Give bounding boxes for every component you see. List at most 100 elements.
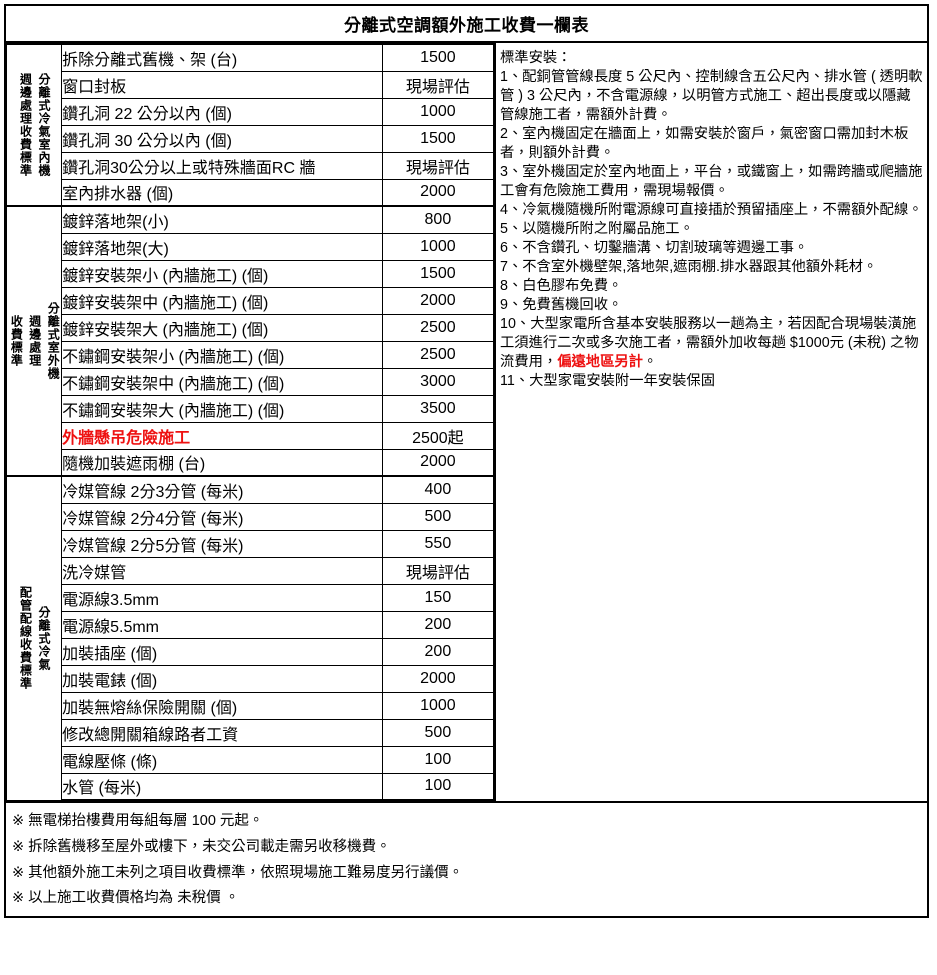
- item-name: 冷媒管線 2分3分管 (每米): [62, 483, 244, 501]
- table-row: 水管 (每米) 100: [7, 772, 495, 801]
- footer-line-3: ※ 其他額外施工未列之項目收費標準，依照現場施工難易度另行議價。: [12, 864, 464, 881]
- item-name-cell: 鑽孔洞 30 公分以內 (個): [61, 124, 383, 153]
- sheet-title-bar: 分離式空調額外施工收費一欄表: [6, 6, 927, 43]
- item-price-cell: 100: [381, 745, 495, 774]
- item-price-cell: 500: [381, 718, 495, 747]
- vertical-label-text: 分離式冷氣: [36, 605, 51, 671]
- item-name: 外牆懸吊危險施工: [62, 429, 191, 447]
- item-price: 2000: [420, 291, 456, 309]
- item-name: 不鏽鋼安裝架小 (內牆施工) (個): [62, 348, 285, 366]
- table-row: 分離式冷氣 配管配線收費標準 冷媒管線 2分3分管 (每米) 400: [5, 475, 495, 801]
- item-price: 1000: [420, 102, 456, 120]
- note-item-2: 2、室內機固定在牆面上，如需安裝於窗戶，氣密窗口需加封木板者，則額外計費。: [500, 126, 909, 161]
- item-name-cell: 加裝電錶 (個): [61, 664, 383, 693]
- item-name: 鍍鋅落地架(大): [62, 240, 169, 258]
- item-name: 不鏽鋼安裝架大 (內牆施工) (個): [62, 402, 285, 420]
- item-name-cell: 鍍鋅安裝架中 (內牆施工) (個): [61, 286, 383, 315]
- section-vertical-label-1: 分離式冷氣室內機 週邊處理收費標準: [5, 43, 63, 207]
- table-row: 分離式室外機 週邊處理 收費標準 鍍鋅落地架(小) 800: [5, 205, 495, 477]
- item-price-cell: 500: [381, 502, 495, 531]
- footer-line-4: ※ 以上施工收費價格均為 未稅價 。: [12, 890, 240, 907]
- item-name-cell: 隨機加裝遮雨棚 (台): [61, 448, 383, 477]
- page-title: 分離式空調額外施工收費一欄表: [344, 16, 589, 35]
- item-price: 800: [424, 210, 452, 228]
- item-price: 100: [424, 777, 452, 795]
- table-row: 鍍鋅安裝架小 (內牆施工) (個) 1500: [7, 259, 495, 288]
- table-row: 鍍鋅安裝架大 (內牆施工) (個) 2500: [7, 313, 495, 342]
- item-price-cell: 1500: [381, 259, 495, 288]
- table-row: 修改總開關箱線路者工資 500: [7, 718, 495, 747]
- item-price-cell: 2000: [381, 178, 495, 207]
- table-row: 電源線5.5mm 200: [7, 610, 495, 639]
- table-row: 室內排水器 (個) 2000: [7, 178, 495, 207]
- item-price: 1000: [420, 696, 456, 714]
- table-row: 加裝電錶 (個) 2000: [7, 664, 495, 693]
- note-item-3: 3、室外機固定於室內地面上，平台，或鐵窗上，如需跨牆或爬牆施工會有危險施工費用，…: [500, 164, 923, 199]
- item-price-cell: 現場評估: [381, 70, 495, 99]
- item-price-cell: 2000: [381, 286, 495, 315]
- item-name-cell: 鍍鋅落地架(大): [61, 232, 383, 261]
- item-price: 500: [424, 723, 452, 741]
- item-name-cell: 鍍鋅安裝架小 (內牆施工) (個): [61, 259, 383, 288]
- note-item-11: 11、大型家電安裝附一年安裝保固: [500, 373, 715, 389]
- item-name: 冷媒管線 2分5分管 (每米): [62, 537, 244, 555]
- section-vertical-label-2: 分離式室外機 週邊處理 收費標準: [5, 205, 63, 477]
- item-name-cell: 不鏽鋼安裝架小 (內牆施工) (個): [61, 340, 383, 369]
- table-row: 加裝插座 (個) 200: [7, 637, 495, 666]
- note-item-10-highlight: 偏遠地區另計: [557, 354, 643, 370]
- notes-list: 標準安裝： 1、配銅管管線長度 5 公尺內、控制線含五公尺內、排水管 ( 透明軟…: [500, 49, 923, 391]
- item-price: 550: [424, 534, 452, 552]
- table-row: 洗冷媒管 現場評估: [7, 556, 495, 585]
- table-row: 窗口封板 現場評估: [7, 70, 495, 99]
- item-name-cell: 冷媒管線 2分4分管 (每米): [61, 502, 383, 531]
- table-row: 外牆懸吊危險施工 2500起: [7, 421, 495, 450]
- footer-notes: ※ 無電梯抬樓費用每組每層 100 元起。 ※ 拆除舊機移至屋外或樓下，未交公司…: [6, 801, 927, 916]
- item-price: 1500: [420, 264, 456, 282]
- item-price-cell: 150: [381, 583, 495, 612]
- item-name-cell: 電線壓條 (條): [61, 745, 383, 774]
- footer-line-2: ※ 拆除舊機移至屋外或樓下，未交公司載走需另收移機費。: [12, 838, 391, 855]
- note-item-7: 7、不含室外機壁架,落地架,遮雨棚.排水器跟其他額外耗材。: [500, 259, 878, 275]
- note-item-8: 8、白色膠布免費。: [500, 278, 623, 294]
- item-price-cell: 2500: [381, 313, 495, 342]
- item-name: 鍍鋅安裝架大 (內牆施工) (個): [62, 321, 269, 339]
- item-name-cell: 電源線5.5mm: [61, 610, 383, 639]
- item-name: 加裝無熔絲保險開關 (個): [62, 699, 238, 717]
- vertical-label-text: 收費標準: [9, 315, 24, 367]
- item-name: 拆除分離式舊機、架 (台): [62, 51, 238, 69]
- section-vertical-label-3: 分離式冷氣 配管配線收費標準: [5, 475, 63, 801]
- note-item-10-text-a: 10、大型家電所含基本安裝服務以一趟為主，若因配合現場裝潢施工須進行二次或多次施…: [500, 316, 919, 370]
- item-name: 鑽孔洞30公分以上或特殊牆面RC 牆: [62, 159, 316, 177]
- table-row: 鑽孔洞30公分以上或特殊牆面RC 牆 現場評估: [7, 151, 495, 180]
- note-item-10: 10、大型家電所含基本安裝服務以一趟為主，若因配合現場裝潢施工須進行二次或多次施…: [500, 315, 923, 372]
- item-price: 2000: [420, 669, 456, 687]
- item-price: 3000: [420, 372, 456, 390]
- item-name: 加裝電錶 (個): [62, 672, 158, 690]
- vertical-label-text: 配管配線收費標準: [18, 586, 33, 691]
- item-price-cell: 1000: [381, 691, 495, 720]
- item-name: 水管 (每米): [62, 780, 142, 798]
- item-name: 電源線3.5mm: [62, 591, 160, 609]
- item-name: 鍍鋅安裝架小 (內牆施工) (個): [62, 267, 269, 285]
- item-name-cell: 冷媒管線 2分3分管 (每米): [61, 475, 383, 504]
- notes-heading: 標準安裝：: [500, 50, 572, 66]
- item-price-cell: 1500: [381, 124, 495, 153]
- item-price-cell: 2500起: [381, 421, 495, 450]
- item-price-cell: 200: [381, 610, 495, 639]
- note-item-1: 1、配銅管管線長度 5 公尺內、控制線含五公尺內、排水管 ( 透明軟管 ) 3 …: [500, 69, 923, 123]
- item-price: 2500: [420, 345, 456, 363]
- item-name-cell: 不鏽鋼安裝架大 (內牆施工) (個): [61, 394, 383, 423]
- note-item-6: 6、不含鑽孔、切鑿牆溝、切割玻璃等週邊工事。: [500, 240, 809, 256]
- item-price-cell: 1000: [381, 97, 495, 126]
- item-name-cell: 拆除分離式舊機、架 (台): [61, 43, 383, 72]
- item-price-cell: 現場評估: [381, 151, 495, 180]
- item-name-cell: 鍍鋅落地架(小): [61, 205, 383, 234]
- pricing-table: 分離式冷氣室內機 週邊處理收費標準 拆除分離式舊機、架 (台) 1500 窗口封板 現場評…: [5, 43, 495, 801]
- item-name-cell: 修改總開關箱線路者工資: [61, 718, 383, 747]
- table-row: 不鏽鋼安裝架中 (內牆施工) (個) 3000: [7, 367, 495, 396]
- item-name-cell: 鑽孔洞 22 公分以內 (個): [61, 97, 383, 126]
- item-price-cell: 800: [381, 205, 495, 234]
- table-row: 不鏽鋼安裝架大 (內牆施工) (個) 3500: [7, 394, 495, 423]
- item-price: 現場評估: [405, 78, 470, 96]
